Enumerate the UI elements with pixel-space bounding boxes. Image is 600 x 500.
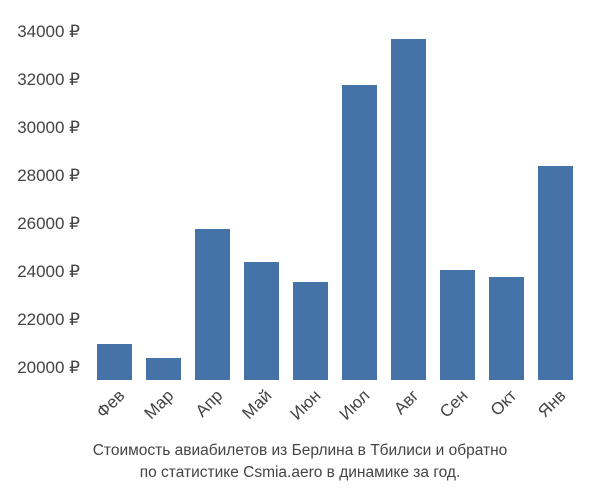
bar — [342, 85, 376, 380]
bar — [538, 166, 572, 380]
y-tick-label: 26000 ₽ — [0, 214, 80, 234]
bar — [97, 344, 131, 380]
y-tick-label: 34000 ₽ — [0, 22, 80, 42]
y-tick-label: 28000 ₽ — [0, 166, 80, 186]
x-tick-label: Авг — [390, 386, 423, 419]
y-tick-label: 30000 ₽ — [0, 118, 80, 138]
x-tick-label: Май — [238, 386, 276, 424]
x-tick-label: Окт — [486, 386, 520, 420]
caption-line-2: по статистике Csmia.aero в динамике за г… — [140, 464, 461, 481]
y-tick-label: 32000 ₽ — [0, 70, 80, 90]
chart-caption: Стоимость авиабилетов из Берлина в Тбили… — [0, 440, 600, 483]
bar — [440, 270, 474, 380]
x-tick-label: Янв — [534, 386, 570, 422]
x-tick-label: Мар — [140, 386, 178, 424]
bar — [293, 282, 327, 380]
y-tick-label: 22000 ₽ — [0, 310, 80, 330]
bar — [195, 229, 229, 380]
bar — [489, 277, 523, 380]
bar — [244, 262, 278, 380]
bar — [391, 39, 425, 380]
bar — [146, 358, 180, 380]
x-tick-label: Сен — [435, 386, 471, 422]
x-tick-label: Фев — [92, 386, 128, 422]
x-tick-label: Июн — [286, 386, 324, 424]
y-axis: 20000 ₽ 22000 ₽ 24000 ₽ 26000 ₽ 28000 ₽ 30000… — [0, 20, 85, 380]
caption-line-1: Стоимость авиабилетов из Берлина в Тбили… — [93, 442, 508, 459]
x-tick-label: Апр — [191, 386, 226, 421]
x-axis: Фев Мар Апр Май Июн Июл Авг Сен Окт Янв — [90, 380, 580, 430]
x-tick-label: Июл — [335, 386, 374, 425]
bars-layer — [90, 20, 580, 380]
chart-plot-area — [90, 20, 580, 380]
y-tick-label: 20000 ₽ — [0, 358, 80, 378]
y-tick-label: 24000 ₽ — [0, 262, 80, 282]
